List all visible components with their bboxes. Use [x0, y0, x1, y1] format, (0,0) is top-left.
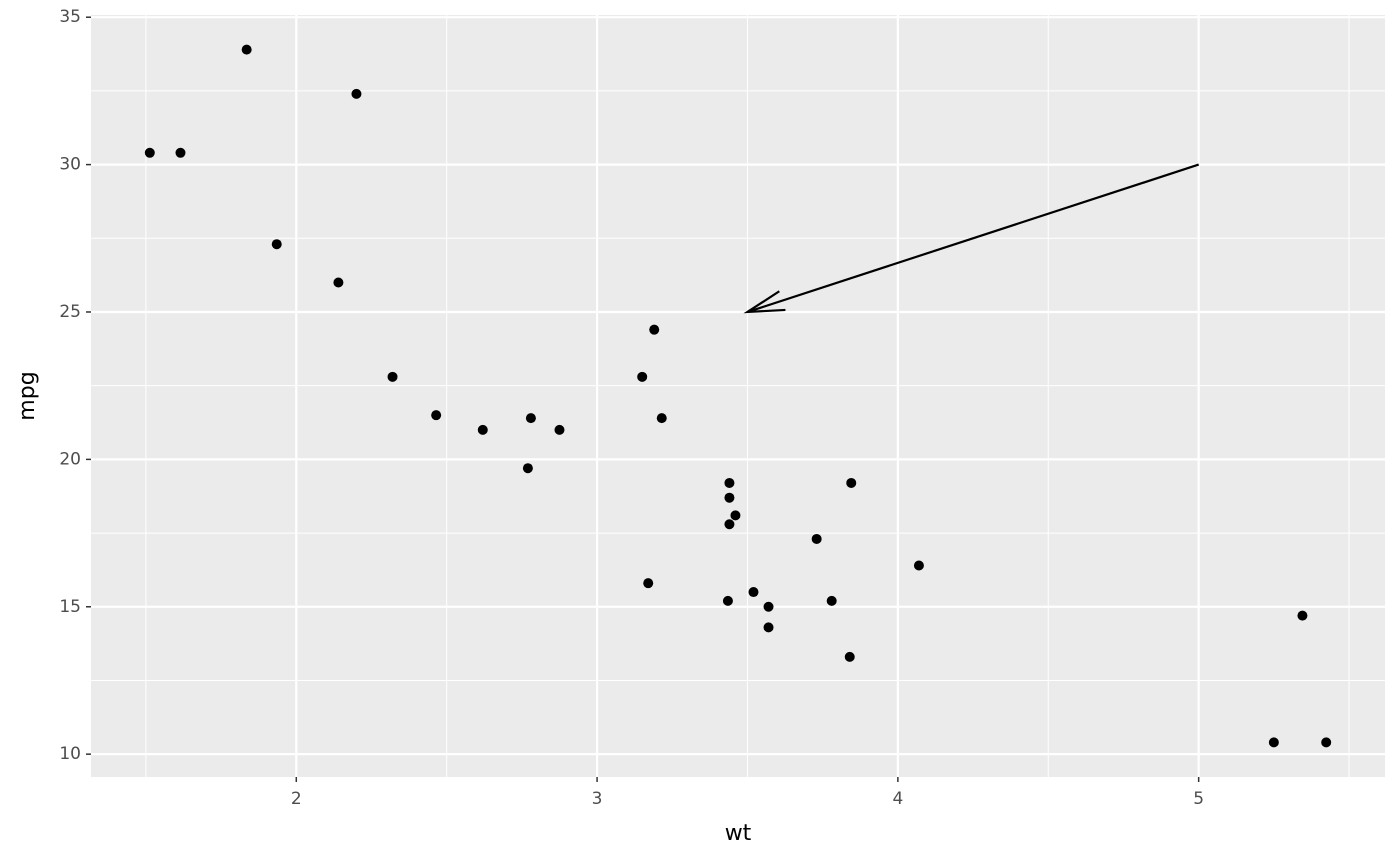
point [554, 424, 565, 435]
y-tick-label: 20 [59, 449, 81, 469]
point [1321, 737, 1332, 748]
point [763, 622, 774, 633]
panel [91, 15, 1385, 777]
x-tick-label: 3 [592, 789, 603, 809]
point [844, 651, 855, 662]
x-tick-label: 5 [1193, 789, 1204, 809]
x-tick-label: 4 [892, 789, 903, 809]
point [241, 44, 252, 55]
point [811, 533, 822, 544]
point [351, 88, 362, 99]
point [846, 477, 857, 488]
y-tick-label: 30 [59, 155, 81, 175]
y-tick-label: 25 [59, 302, 81, 322]
y-tick-label: 35 [59, 7, 81, 27]
point [1268, 737, 1279, 748]
point [724, 477, 735, 488]
point [730, 510, 741, 521]
point [522, 463, 533, 474]
point [763, 601, 774, 612]
point [333, 277, 344, 288]
y-tick-label: 10 [59, 744, 81, 764]
x-axis-title: wt [725, 821, 752, 846]
point [525, 413, 536, 424]
point [175, 147, 186, 158]
x-tick-label: 2 [291, 789, 302, 809]
point [271, 239, 282, 250]
point [637, 371, 648, 382]
point [913, 560, 924, 571]
point [722, 595, 733, 606]
point [649, 324, 660, 335]
point [477, 424, 488, 435]
annotation-arrow [747, 163, 1200, 314]
point [431, 410, 442, 421]
point [387, 371, 398, 382]
y-tick-label: 15 [59, 597, 81, 617]
point [724, 519, 735, 530]
y-axis-title: mpg [15, 371, 40, 420]
arrow-head [743, 290, 786, 314]
point [1297, 610, 1308, 621]
point [748, 587, 759, 598]
point [643, 578, 654, 589]
point [826, 595, 837, 606]
point [724, 492, 735, 503]
point [656, 413, 667, 424]
point [144, 147, 155, 158]
